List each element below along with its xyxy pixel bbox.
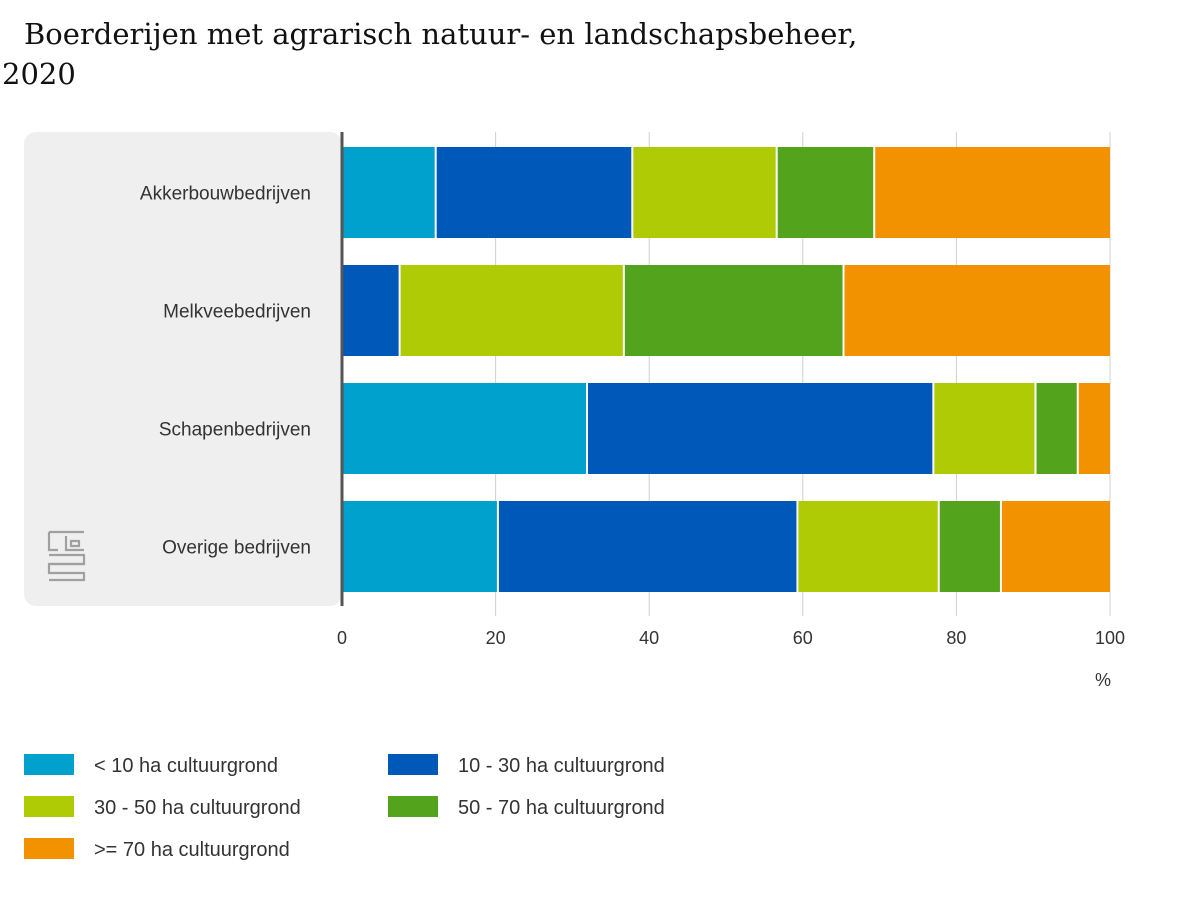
bar-segment	[342, 147, 436, 238]
bar-segment	[342, 265, 400, 356]
legend-label: 50 - 70 ha cultuurgrond	[458, 797, 665, 819]
x-tick-label: 40	[639, 628, 659, 648]
bar-segment	[632, 147, 777, 238]
legend-swatch	[388, 796, 438, 817]
bar-segment	[342, 501, 498, 592]
legend-label: < 10 ha cultuurgrond	[94, 755, 278, 777]
chart-title: Boerderijen met agrarisch natuur- en lan…	[2, 17, 858, 91]
legend: < 10 ha cultuurgrond 10 - 30 ha cultuurgr…	[24, 754, 665, 861]
legend-label: >= 70 ha cultuurgrond	[94, 839, 290, 861]
bars	[342, 147, 1110, 592]
bar-segment	[933, 383, 1036, 474]
bar-segment	[1000, 501, 1110, 592]
x-axis-ticks: 0 20 40 60 80 100	[337, 628, 1125, 648]
bar-segment	[435, 147, 633, 238]
bar-segment	[399, 265, 624, 356]
x-tick-label: 60	[793, 628, 813, 648]
bar-segment	[843, 265, 1110, 356]
category-labels: Akkerbouwbedrijven Melkveebedrijven Schape…	[140, 184, 311, 559]
legend-swatch	[24, 754, 74, 775]
bar-segment	[623, 265, 844, 356]
category-label: Akkerbouwbedrijven	[140, 184, 311, 205]
bar-segment	[342, 383, 587, 474]
bar-segment	[938, 501, 1001, 592]
bar-segment	[497, 501, 798, 592]
x-tick-label: 80	[946, 628, 966, 648]
x-tick-label: 100	[1095, 628, 1125, 648]
legend-label: 10 - 30 ha cultuurgrond	[458, 755, 665, 777]
category-panel	[24, 132, 342, 606]
bar-segment	[586, 383, 934, 474]
x-tick-label: 20	[486, 628, 506, 648]
legend-swatch	[388, 754, 438, 775]
category-label: Overige bedrijven	[162, 538, 311, 559]
category-label: Melkveebedrijven	[163, 302, 311, 323]
bar-segment	[1035, 383, 1078, 474]
bar-segment	[797, 501, 939, 592]
cbs-logo-icon	[47, 530, 86, 582]
legend-label: 30 - 50 ha cultuurgrond	[94, 797, 301, 819]
x-tick-label: 0	[337, 628, 347, 648]
bar-segment	[874, 147, 1110, 238]
legend-swatch	[24, 796, 74, 817]
bar-segment	[776, 147, 875, 238]
legend-swatch	[24, 838, 74, 859]
category-label: Schapenbedrijven	[159, 420, 311, 441]
bar-segment	[1077, 383, 1110, 474]
x-axis-unit-label: %	[1095, 670, 1111, 690]
